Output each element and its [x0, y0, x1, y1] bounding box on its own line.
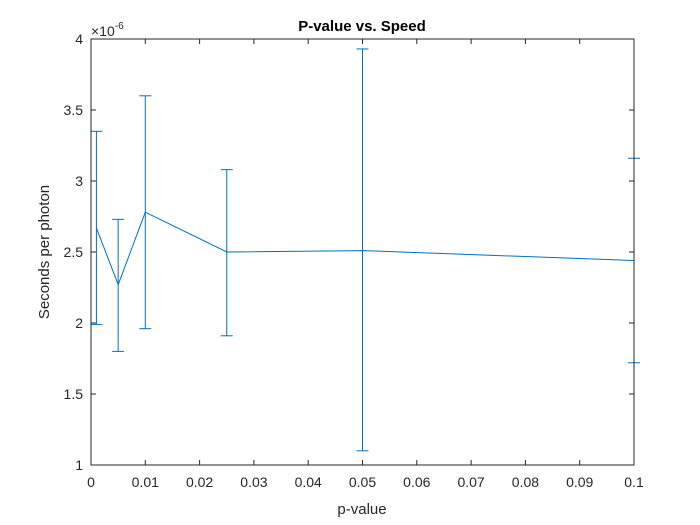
y-tick-label: 2: [75, 315, 83, 331]
y-tick-label: 2.5: [64, 244, 84, 260]
y-multiplier-base: ×10: [91, 23, 115, 39]
x-axis-label: p-value: [337, 501, 386, 518]
x-tick-label: 0.01: [132, 474, 159, 490]
x-tick-label: 0: [87, 474, 95, 490]
x-tick-label: 0.1: [624, 474, 644, 490]
y-multiplier-exponent: -6: [115, 21, 124, 32]
axes-layer: 0 0.01 0.02 0.03 0.04 0.05 0.06 0.07 0.08 0.09 0.1…: [64, 31, 644, 490]
y-multiplier-label: ×10-6: [91, 21, 124, 39]
x-tick-label: 0.08: [512, 474, 539, 490]
data-layer: [90, 48, 640, 452]
x-tick-label: 0.05: [349, 474, 376, 490]
x-tick-label: 0.03: [240, 474, 267, 490]
x-tick-label: 0.09: [566, 474, 593, 490]
chart-title: P-value vs. Speed: [298, 18, 426, 35]
x-tick-label: 0.06: [403, 474, 430, 490]
y-axis-label: Seconds per photon: [36, 185, 53, 319]
x-tick-label: 0.04: [295, 474, 322, 490]
series-line: [95, 211, 635, 287]
x-tick-label: 0.02: [186, 474, 213, 490]
y-tick-label: 1: [75, 457, 83, 473]
y-tick-label: 1.5: [64, 386, 84, 402]
y-tick-label: 3: [75, 173, 83, 189]
y-tick-label: 3.5: [64, 102, 84, 118]
x-tick-label: 0.07: [457, 474, 484, 490]
y-tick-label: 4: [75, 31, 83, 47]
